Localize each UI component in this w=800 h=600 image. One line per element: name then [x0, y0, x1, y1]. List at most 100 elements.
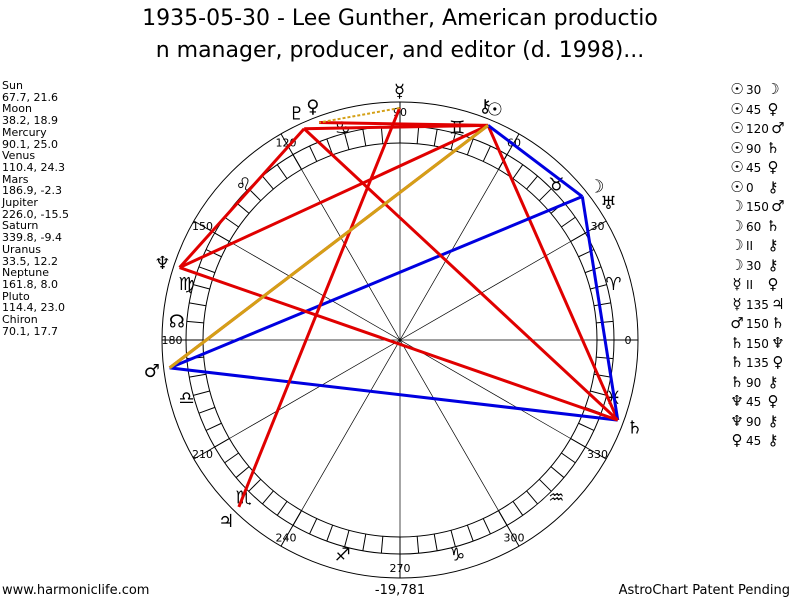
degree-tick — [512, 164, 524, 179]
chart-title-line2: n manager, producer, and editor (d. 1998… — [155, 38, 645, 63]
degree-tick — [512, 501, 524, 516]
degree-tick — [450, 530, 456, 547]
aspect-planet-1-icon: ☉ — [730, 99, 744, 118]
aspect-angle: 60 — [746, 219, 762, 234]
planet-position: 339.8, -9.4 — [2, 231, 62, 245]
degree-tick — [198, 406, 216, 414]
degree-tick — [593, 302, 611, 307]
degree-tick — [466, 524, 474, 542]
aspect-row: ☿ 135 ♃ — [728, 295, 787, 315]
planet-name: Sun — [2, 79, 23, 92]
planet-glyph-icon: ♄ — [627, 417, 643, 438]
aspect-planet-2-icon: ♂ — [771, 197, 785, 215]
zodiac-sign-icon: ♈ — [605, 274, 621, 295]
aspect-planet-1-icon: ☽ — [730, 255, 744, 274]
aspect-planet-1-icon: ♂ — [730, 314, 744, 332]
degree-tick — [482, 518, 491, 535]
degree-label: 180 — [162, 334, 183, 347]
aspect-planet-1-icon: ♄ — [730, 372, 744, 391]
planet-name: Moon — [2, 102, 32, 116]
aspect-planet-2-icon: ⚷ — [767, 372, 779, 391]
degree-tick — [538, 478, 552, 492]
sign-division — [498, 510, 520, 547]
planet-glyph-icon: ♇ — [289, 103, 305, 124]
degree-tick — [344, 530, 350, 547]
aspect-planet-1-icon: ☽ — [730, 197, 744, 215]
degree-tick — [235, 466, 250, 478]
aspect-planet-1-icon: ☿ — [732, 294, 742, 313]
aspect-angle: 45 — [746, 102, 762, 117]
planet-position: 226.0, -15.5 — [2, 207, 69, 221]
degree-tick — [198, 266, 216, 274]
aspect-planet-2-icon: ⚷ — [767, 255, 779, 274]
degree-tick — [326, 524, 334, 542]
aspect-planet-2-icon: ♄ — [766, 216, 780, 235]
planet-position: 110.4, 24.3 — [2, 160, 65, 174]
aspect-planet-1-icon: ☉ — [730, 119, 744, 137]
degree-tick — [309, 145, 318, 162]
aspect-line — [487, 124, 584, 198]
degree-tick — [248, 188, 262, 202]
aspect-row: ☿ II ♀ — [728, 275, 787, 295]
degree-tick — [276, 164, 288, 179]
degree-tick — [189, 373, 207, 378]
aspect-row: ☽ II ⚷ — [728, 236, 787, 256]
aspect-angle: 30 — [746, 258, 762, 273]
aspect-row: ♄ 90 ⚷ — [728, 373, 787, 393]
zodiac-sign-icon: ♑ — [449, 544, 465, 565]
degree-label: 300 — [504, 531, 525, 544]
aspect-planet-1-icon: ♀ — [731, 431, 743, 449]
planet-position: 38.2, 18.9 — [2, 114, 58, 128]
planet-name: Neptune — [2, 266, 50, 280]
degree-tick — [482, 145, 491, 162]
planet-name: Pluto — [2, 289, 30, 303]
aspect-planet-2-icon: ☽ — [766, 80, 780, 98]
aspect-planet-2-icon: ⚷ — [767, 177, 779, 196]
planet-name: Uranus — [2, 242, 41, 256]
planet-position: 114.4, 23.0 — [2, 301, 65, 315]
degree-label: 0 — [625, 334, 632, 347]
degree-tick — [550, 466, 565, 478]
degree-tick — [526, 490, 538, 505]
aspect-line — [303, 127, 619, 422]
degree-tick — [186, 320, 204, 324]
aspect-angle: 90 — [746, 414, 762, 429]
degree-tick — [326, 138, 334, 156]
degree-tick — [262, 175, 274, 190]
degree-tick — [262, 490, 274, 505]
aspect-line — [169, 195, 583, 370]
aspect-planet-2-icon: ♄ — [766, 138, 780, 157]
sign-division — [498, 133, 520, 170]
degree-tick — [590, 284, 607, 290]
planet-glyph-icon: ♅ — [600, 193, 616, 214]
aspect-planet-2-icon: ♀ — [767, 99, 779, 118]
aspect-angle: 0 — [746, 180, 754, 195]
aspect-planet-1-icon: ☉ — [730, 158, 744, 176]
aspect-row: ☉ 120 ♂ — [728, 119, 787, 139]
planet-glyph-icon: ☿ — [394, 81, 405, 102]
patent-note: AstroChart Patent Pending — [618, 583, 790, 598]
aspect-planet-2-icon: ⚷ — [767, 431, 779, 449]
degree-tick — [224, 216, 239, 228]
degree-tick — [205, 422, 222, 431]
aspect-row: ♂ 150 ♄ — [728, 314, 787, 334]
degree-label: 330 — [587, 448, 608, 461]
degree-tick — [416, 126, 420, 144]
aspect-line — [580, 196, 620, 421]
aspect-line — [318, 107, 400, 124]
aspect-line — [304, 123, 489, 131]
aspect-row: ☉ 45 ♀ — [728, 100, 787, 120]
aspect-line — [169, 366, 618, 422]
aspect-angle: 120 — [746, 122, 769, 136]
aspect-line — [178, 127, 306, 269]
planet-position: 90.1, 25.0 — [2, 137, 58, 151]
planet-glyph-icon: ♂ — [144, 361, 160, 382]
aspect-angle: 135 — [746, 297, 769, 312]
planet-name: Mars — [2, 172, 29, 186]
aspect-planet-1-icon: ☽ — [730, 216, 744, 235]
aspect-planet-1-icon: ☉ — [730, 80, 744, 98]
degree-label: 240 — [276, 531, 297, 544]
aspect-row: ♀ 45 ⚷ — [728, 431, 787, 451]
aspect-line — [486, 124, 620, 421]
degree-tick — [578, 422, 595, 431]
